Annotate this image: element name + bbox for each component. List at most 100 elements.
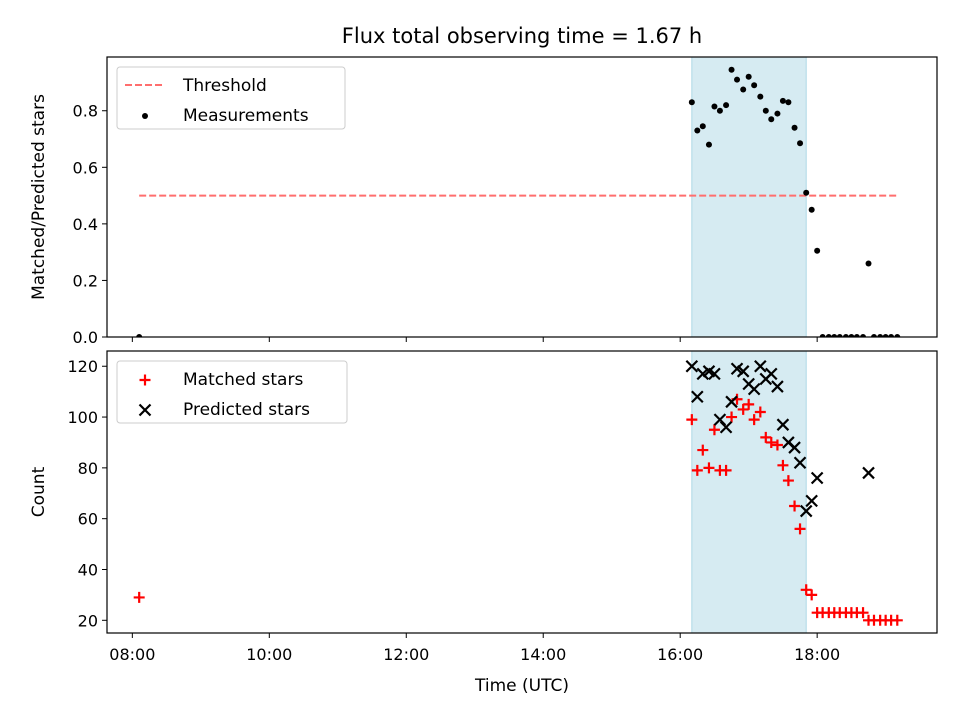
predicted-stars-point <box>725 395 738 409</box>
legend-label: Matched stars <box>183 370 303 390</box>
y-tick-label: 80 <box>78 459 98 478</box>
measurements-point <box>831 334 838 337</box>
predicted-stars-point <box>862 466 875 480</box>
plot-area <box>133 359 903 626</box>
matched-stars-point <box>737 403 749 415</box>
measurements-point <box>705 141 712 148</box>
matched-stars-point <box>891 614 903 626</box>
measurements-point <box>711 103 718 110</box>
matched-stars-point <box>782 475 794 487</box>
measurements-point <box>779 97 786 104</box>
measurements-point <box>762 107 769 114</box>
y-axis-label: Matched/Predicted stars <box>29 94 49 300</box>
predicted-stars-point <box>685 359 699 373</box>
y-tick-label: 20 <box>78 611 98 630</box>
measurements-point <box>728 66 735 73</box>
measurements-point <box>757 93 764 100</box>
predicted-stars-point <box>736 365 750 378</box>
predicted-stars-point <box>788 441 801 454</box>
legend-box <box>116 66 346 130</box>
bottom-panel-counts: 20 40 60 80 100 120 08:00 10:00 12:00 14:00 16:00 1… <box>29 350 938 696</box>
matched-stars-point <box>857 607 869 619</box>
matched-stars-point <box>777 459 789 471</box>
legend-box <box>116 360 348 424</box>
matched-stars-point <box>754 406 766 418</box>
matched-stars-point <box>743 398 755 410</box>
y-tick-label: 0.8 <box>73 102 98 121</box>
observing-time-span <box>691 350 807 634</box>
predicted-stars-point <box>776 418 790 431</box>
measurements-point <box>836 334 843 337</box>
predicted-stars-point <box>708 367 721 381</box>
x-tick-label: 16:00 <box>657 645 703 664</box>
matched-stars-point <box>789 500 801 512</box>
legend-matched-swatch <box>139 374 151 386</box>
measurements-point <box>768 116 775 123</box>
matched-stars-point <box>726 411 738 423</box>
measurements-point <box>808 206 815 213</box>
matched-stars-point <box>800 584 812 596</box>
y-tick-label: 0.6 <box>73 158 98 177</box>
legend-label: Threshold <box>182 76 267 96</box>
matched-stars-point <box>133 591 145 603</box>
measurements-point <box>734 76 741 83</box>
measurements-point <box>877 334 884 337</box>
plot-area <box>136 66 901 337</box>
measurements-point <box>785 99 792 106</box>
matched-stars-point <box>697 444 709 456</box>
y-axis-label: Count <box>29 466 49 517</box>
predicted-stars-point <box>754 359 767 373</box>
predicted-stars-point <box>810 471 824 485</box>
y-tick-label: 60 <box>78 510 98 529</box>
x-tick-label: 12:00 <box>383 645 429 664</box>
matched-stars-point <box>765 436 777 448</box>
matched-stars-point <box>748 414 760 426</box>
measurements-point <box>751 82 758 89</box>
measurements-point <box>853 334 860 337</box>
measurements-point <box>842 334 849 337</box>
measurements-point <box>688 99 695 106</box>
measurements-point <box>888 334 895 337</box>
y-tick-label: 0.4 <box>73 215 98 234</box>
top-panel-ratio: 0.0 0.2 0.4 0.6 0.8 Matched/Predicted stars Th… <box>29 56 938 347</box>
measurements-point <box>723 102 730 109</box>
matched-stars-point <box>720 464 732 476</box>
x-tick-label: 10:00 <box>246 645 292 664</box>
measurements-point <box>825 334 832 337</box>
matched-stars-point <box>691 464 703 476</box>
measurements-point <box>774 110 781 117</box>
measurements-point <box>740 86 747 93</box>
measurements-point <box>870 334 877 337</box>
measurements-point <box>699 123 706 130</box>
x-tick-label: 18:00 <box>794 645 840 664</box>
figure-title: Flux total observing time = 1.67 h <box>342 24 702 48</box>
predicted-stars-point <box>764 367 778 381</box>
matched-stars-point <box>686 414 698 426</box>
x-axis-label: Time (UTC) <box>474 676 569 696</box>
predicted-stars-point <box>793 456 807 470</box>
measurements-point <box>814 247 821 254</box>
predicted-stars-point <box>771 380 784 393</box>
axes-frame <box>106 56 938 338</box>
matched-stars-point <box>703 462 715 474</box>
measurements-point <box>860 334 867 337</box>
measurements-point <box>894 334 901 337</box>
predicted-stars-point <box>805 494 818 508</box>
y-tick-label: 100 <box>67 408 98 427</box>
y-tick-label: 0.2 <box>73 271 98 290</box>
measurements-point <box>791 124 798 131</box>
legend-label: Predicted stars <box>183 400 310 420</box>
measurements-point <box>882 334 889 337</box>
measurements-point <box>819 334 826 337</box>
x-tick-label: 14:00 <box>520 645 566 664</box>
predicted-stars-point <box>719 420 733 434</box>
matched-stars-point <box>771 439 783 451</box>
matched-stars-point <box>806 589 818 601</box>
predicted-stars-point <box>747 382 761 396</box>
predicted-stars-point <box>691 390 704 404</box>
matched-stars-point <box>760 431 772 443</box>
x-tick-label: 08:00 <box>109 645 155 664</box>
y-tick-label: 0.0 <box>73 328 98 347</box>
legend-measurements-swatch <box>142 113 148 119</box>
